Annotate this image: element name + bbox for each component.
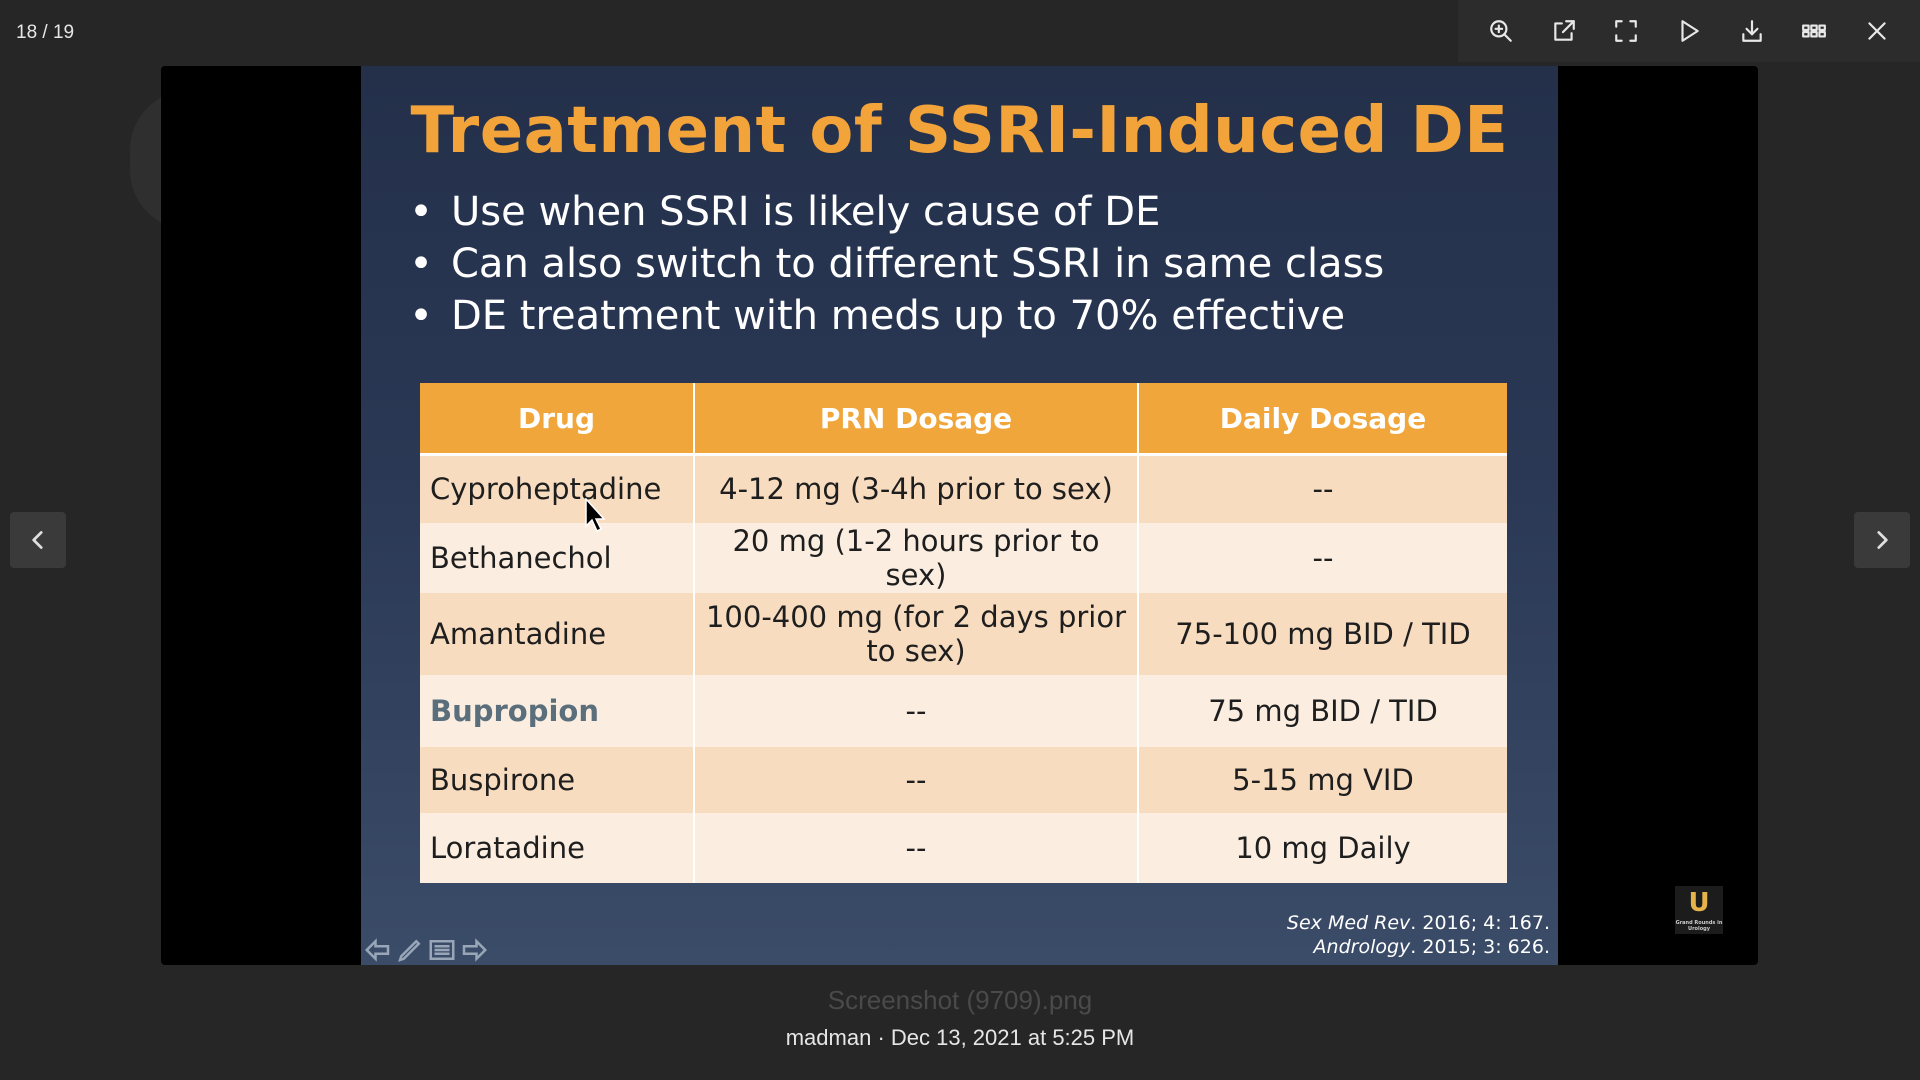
- open-external-button[interactable]: [1544, 11, 1584, 51]
- reference-line: Andrology. 2015; 3: 626.: [1313, 936, 1550, 958]
- table-row: Buspirone -- 5-15 mg VID: [420, 746, 1507, 813]
- zoom-in-icon: [1490, 20, 1513, 42]
- table-cell-prn: 4-12 mg (3-4h prior to sex): [694, 454, 1139, 523]
- bullet-item: • DE treatment with meds up to 70% effect…: [409, 293, 1346, 339]
- table-cell-drug: Cyproheptadine: [420, 454, 695, 523]
- table-cell-drug: Buspirone: [420, 746, 695, 813]
- next-image-button[interactable]: [1854, 512, 1910, 568]
- table-cell-prn: --: [694, 746, 1139, 813]
- table-cell-drug: Amantadine: [420, 592, 695, 675]
- table-cell-daily: 10 mg Daily: [1138, 812, 1507, 883]
- grid-view-button[interactable]: [1794, 11, 1834, 51]
- table-cell-daily: --: [1138, 454, 1507, 523]
- next-slide-icon[interactable]: [459, 935, 489, 965]
- slide-controls: [363, 935, 489, 965]
- table-cell-prn: 100-400 mg (for 2 days prior to sex): [694, 592, 1139, 675]
- table-header-drug: Drug: [420, 383, 695, 456]
- table-row: Bupropion -- 75 mg BID / TID: [420, 674, 1507, 747]
- logo-text: Grand Rounds in Urology: [1675, 920, 1723, 932]
- slide-title: Treatment of SSRI-Induced DE: [410, 94, 1509, 168]
- play-icon: [1681, 20, 1699, 42]
- open-external-icon: [1554, 20, 1575, 41]
- bullet-item: • Use when SSRI is likely cause of DE: [409, 189, 1161, 235]
- presentation-slide: Treatment of SSRI-Induced DE • Use when S…: [361, 66, 1558, 965]
- bullet-list: • Use when SSRI is likely cause of DE • Ca…: [391, 186, 1384, 342]
- table-cell-prn: --: [694, 674, 1139, 747]
- viewer-toolbar: [1458, 0, 1920, 62]
- table-row: Loratadine -- 10 mg Daily: [420, 812, 1507, 883]
- table-cell-prn: 20 mg (1-2 hours prior to sex): [694, 522, 1139, 593]
- menu-icon[interactable]: [427, 935, 457, 965]
- logo-letter: U: [1688, 888, 1710, 918]
- table-cell-daily: 75-100 mg BID / TID: [1138, 592, 1507, 675]
- table-cell-drug: Bethanechol: [420, 522, 695, 593]
- pen-icon[interactable]: [395, 935, 425, 965]
- close-icon: [1867, 22, 1886, 40]
- download-button[interactable]: [1732, 11, 1772, 51]
- image-counter: 18 / 19: [16, 22, 75, 43]
- fullscreen-icon: [1615, 20, 1638, 42]
- image-viewer: Treatment of SSRI-Induced DE • Use when S…: [161, 66, 1758, 965]
- table-cell-daily: 75 mg BID / TID: [1138, 674, 1507, 747]
- image-meta: madman · Dec 13, 2021 at 5:25 PM: [785, 1025, 1135, 1050]
- table-cell-drug: Loratadine: [420, 812, 695, 883]
- dosage-table: Drug PRN Dosage Daily Dosage Cyproheptad…: [420, 383, 1507, 883]
- references: Sex Med Rev. 2016; 4: 167. Andrology. 20…: [1287, 911, 1550, 959]
- fullscreen-button[interactable]: [1606, 11, 1646, 51]
- table-cell-daily: 5-15 mg VID: [1138, 746, 1507, 813]
- close-button[interactable]: [1857, 11, 1897, 51]
- download-icon: [1741, 20, 1762, 42]
- table-row: Bethanechol 20 mg (1-2 hours prior to se…: [420, 522, 1507, 593]
- chevron-right-icon: [1877, 531, 1888, 549]
- table-header-daily: Daily Dosage: [1138, 383, 1507, 456]
- table-cell-daily: --: [1138, 522, 1507, 593]
- table-cell-prn: --: [694, 812, 1139, 883]
- chevron-left-icon: [32, 531, 43, 549]
- grid-icon: [1802, 24, 1827, 38]
- table-header-prn: PRN Dosage: [694, 383, 1139, 456]
- reference-line: Sex Med Rev. 2016; 4: 167.: [1286, 912, 1550, 934]
- mouse-cursor-icon: [585, 498, 605, 533]
- bullet-item: • Can also switch to different SSRI in sa…: [409, 241, 1385, 287]
- urology-logo: U Grand Rounds in Urology: [1675, 886, 1723, 934]
- slideshow-button[interactable]: [1669, 11, 1709, 51]
- zoom-in-button[interactable]: [1481, 11, 1521, 51]
- table-row: Amantadine 100-400 mg (for 2 days prior …: [420, 592, 1507, 675]
- previous-slide-icon[interactable]: [363, 935, 393, 965]
- image-filename: Screenshot (9709).png: [827, 985, 1093, 1015]
- previous-image-button[interactable]: [10, 512, 66, 568]
- table-cell-drug: Bupropion: [420, 674, 695, 747]
- table-row: Cyproheptadine 4-12 mg (3-4h prior to se…: [420, 454, 1507, 523]
